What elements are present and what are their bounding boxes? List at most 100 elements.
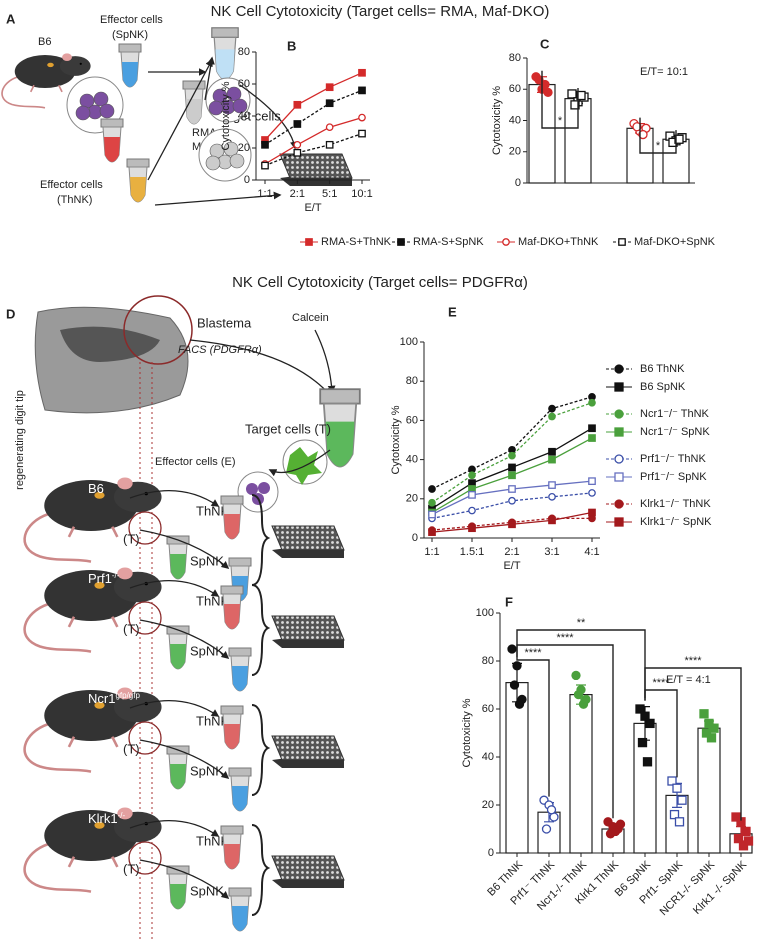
digit-bone: [60, 326, 160, 362]
data-point: [293, 140, 302, 149]
annotation: E/T= 10:1: [640, 66, 688, 78]
y-tick-label: 40: [482, 751, 494, 763]
data-point: [508, 463, 516, 472]
data-point: [548, 481, 556, 489]
data-point: [701, 728, 712, 738]
tube-liquid: [186, 99, 202, 124]
diagram-label: regenerating digit tip: [14, 390, 26, 490]
tube-illustration: [220, 585, 244, 630]
data-point: [546, 805, 557, 815]
tube-label: ThNK: [196, 593, 230, 608]
legend-label: Maf-DKO+SpNK: [634, 236, 716, 248]
arrow: [268, 449, 331, 477]
y-tick-label: 20: [406, 493, 418, 505]
y-tick-label: 80: [509, 52, 521, 64]
annotation: E/T = 4:1: [666, 674, 711, 686]
cell: [223, 141, 239, 157]
x-tick-label: 5:1: [322, 188, 337, 200]
data-point: [293, 148, 302, 157]
legend-marker: [614, 382, 624, 392]
tube-cap: [118, 43, 142, 53]
tube-label: (T): [123, 531, 140, 546]
data-point: [667, 776, 677, 786]
mouse-head: [113, 811, 162, 843]
tube-liquid: [215, 49, 235, 80]
plate-top: [271, 855, 345, 881]
effector-cells-circle: [237, 471, 279, 513]
data-point: [677, 795, 687, 805]
mouse-illustration: [23, 687, 162, 773]
brace: [251, 584, 271, 676]
sample-circle: [128, 841, 162, 875]
data-point: [358, 113, 366, 122]
significance-label: ****: [524, 647, 542, 659]
cell: [246, 483, 258, 495]
mouse-ear: [117, 807, 133, 820]
x-tick-label: 1.5:1: [460, 546, 484, 558]
x-tick-label: 1:1: [257, 188, 272, 200]
mouse-tail: [23, 722, 92, 773]
tube-label: (T): [123, 741, 140, 756]
data-point: [645, 718, 655, 729]
cell-label: (SpNK): [112, 29, 148, 41]
data-point: [699, 709, 709, 719]
data-point: [468, 491, 476, 499]
tube-liquid: [170, 554, 186, 579]
data-point: [706, 733, 717, 743]
mouse-head: [59, 56, 91, 76]
diagram-label: Blastema: [197, 315, 252, 330]
tube-illustration: [118, 43, 142, 88]
data-point: [514, 699, 525, 709]
cell: [208, 100, 224, 116]
tube-cap: [228, 767, 252, 777]
tube-cap: [126, 158, 150, 168]
series-line: [264, 132, 363, 167]
data-point: [468, 506, 476, 515]
data-point: [704, 718, 714, 729]
data-point: [548, 455, 556, 464]
panel-label: F: [505, 594, 513, 609]
data-point: [543, 87, 553, 98]
y-tick-label: 60: [482, 703, 494, 715]
y-tick-label: 20: [482, 799, 494, 811]
legend-label: Prf1⁻/⁻ ThNK: [640, 453, 706, 465]
arrow: [139, 859, 230, 900]
data-point: [640, 711, 650, 721]
data-point: [588, 477, 596, 486]
data-point: [508, 520, 516, 529]
arrow: [139, 619, 230, 660]
data-point: [428, 498, 436, 507]
panel-label: C: [540, 36, 550, 51]
y-axis-label: Cytotoxicity %: [390, 405, 402, 474]
legend-label: Maf-DKO+ThNK: [518, 236, 599, 248]
mouse-label: Klrk1-/-: [88, 811, 126, 827]
data-point: [570, 100, 580, 110]
mouse-head: [113, 481, 162, 513]
brace: [251, 824, 271, 916]
x-tick-label: NCR1-/- SpNK: [658, 858, 718, 918]
tube-illustration: [228, 647, 252, 692]
mouse-ear: [117, 567, 133, 580]
mouse-leg: [67, 616, 119, 628]
legend-marker: [614, 364, 624, 374]
data-point: [738, 841, 749, 851]
arrow: [239, 84, 298, 150]
data-point: [741, 826, 751, 837]
x-tick-label: 2:1: [504, 546, 519, 558]
mouse-illustration: [1, 53, 91, 109]
mouse-leg: [67, 856, 119, 868]
arrow: [139, 529, 230, 570]
tube-label: ThNK: [196, 833, 230, 848]
data-point: [743, 836, 754, 846]
tube-label: SpNK: [190, 643, 224, 658]
legend-marker: [618, 238, 626, 246]
arrow: [129, 699, 220, 717]
cell-label: Effector cells: [40, 179, 103, 191]
y-tick-label: 40: [406, 454, 418, 466]
plate-top: [271, 615, 345, 641]
data-point: [541, 824, 552, 834]
tube-liquid: [224, 604, 240, 629]
data-point: [428, 528, 436, 536]
tube-label: ThNK: [196, 503, 230, 518]
